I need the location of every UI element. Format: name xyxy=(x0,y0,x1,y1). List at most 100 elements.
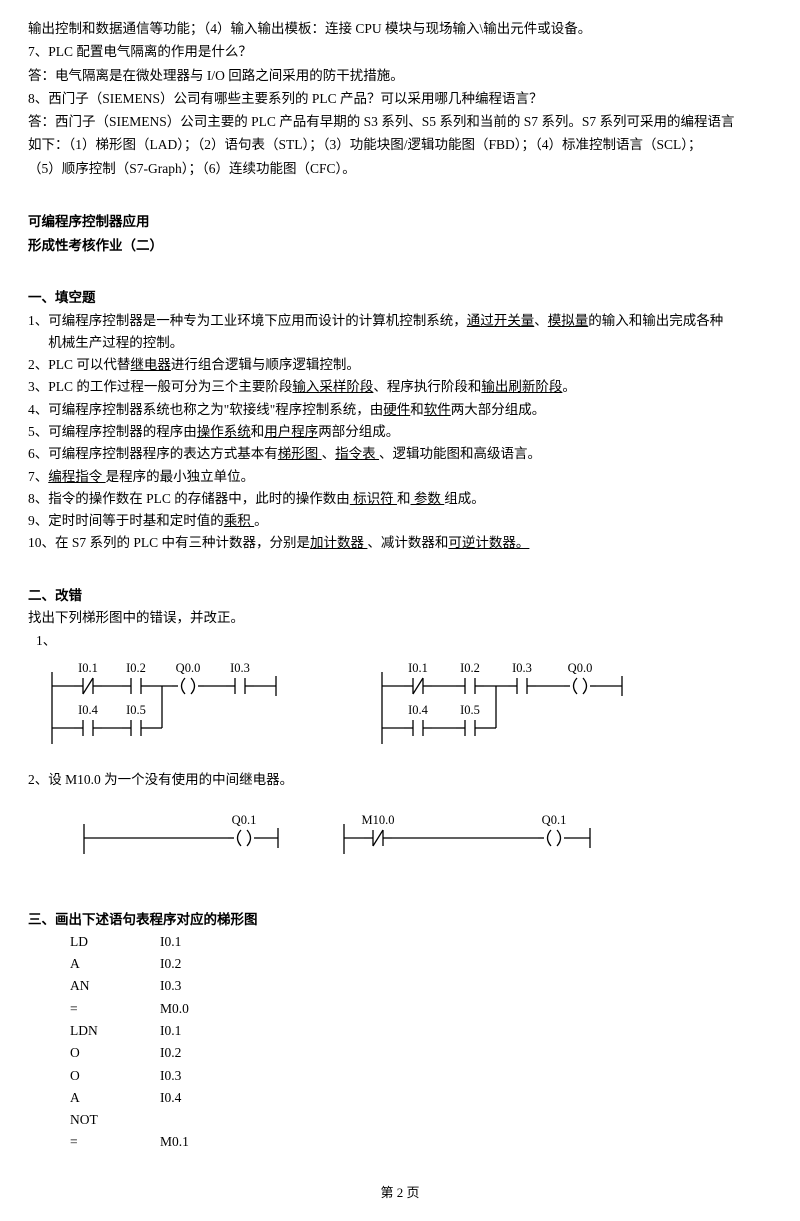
title-1: 可编程序控制器应用 xyxy=(28,211,772,233)
stl-row: =M0.0 xyxy=(70,998,772,1020)
intro-q7: 7、PLC 配置电气隔离的作用是什么？ xyxy=(28,41,772,63)
fill-1b: 机械生产过程的控制。 xyxy=(48,335,183,350)
stl-op: O xyxy=(70,1065,160,1087)
stl-row: OI0.3 xyxy=(70,1065,772,1087)
fill-2-body: PLC 可以代替继电器进行组合逻辑与顺序逻辑控制。 xyxy=(48,354,772,376)
fill-1a-pre: 可编程序控制器是一种专为工业环境下应用而设计的计算机控制系统， xyxy=(48,313,467,328)
ladder-2-left-diagram: Q0.1 xyxy=(78,806,298,861)
fill-3-num: 3、 xyxy=(28,376,48,398)
fill-2-num: 2、 xyxy=(28,354,48,376)
fill-5: 5、 可编程序控制器的程序由操作系统和用户程序两部分组成。 xyxy=(28,421,772,443)
svg-text:I0.3: I0.3 xyxy=(230,661,250,675)
fill-4-body: 可编程序控制器系统也称之为"软接线"程序控制系统，由硬件和软件两大部分组成。 xyxy=(48,399,772,421)
svg-text:Q0.0: Q0.0 xyxy=(568,661,593,675)
fill-8: 8、 指令的操作数在 PLC 的存储器中，此时的操作数由 标识符 和 参数 组成… xyxy=(28,488,772,510)
stl-row: OI0.2 xyxy=(70,1042,772,1064)
stl-row: AI0.4 xyxy=(70,1087,772,1109)
stl-arg: I0.1 xyxy=(160,1020,240,1042)
page-number: 第 2 页 xyxy=(28,1182,772,1203)
svg-text:I0.4: I0.4 xyxy=(78,703,99,717)
svg-text:I0.1: I0.1 xyxy=(408,661,428,675)
intro-a8-2: 如下：（1）梯形图（LAD）；（2）语句表（STL）；（3）功能块图/逻辑功能图… xyxy=(28,134,772,156)
svg-text:I0.3: I0.3 xyxy=(512,661,532,675)
svg-text:Q0.1: Q0.1 xyxy=(542,813,567,827)
stl-arg: I0.2 xyxy=(160,1042,240,1064)
fill-1: 1、 可编程序控制器是一种专为工业环境下应用而设计的计算机控制系统，通过开关量、… xyxy=(28,310,772,355)
fill-3: 3、 PLC 的工作过程一般可分为三个主要阶段输入采样阶段、程序执行阶段和输出刷… xyxy=(28,376,772,398)
correct-2: 2、设 M10.0 为一个没有使用的中间继电器。 xyxy=(28,769,772,791)
stl-row: LDI0.1 xyxy=(70,931,772,953)
section-correct-sub: 找出下列梯形图中的错误，并改正。 xyxy=(28,607,772,629)
stl-row: =M0.1 xyxy=(70,1131,772,1153)
fill-2-pre: PLC 可以代替 xyxy=(48,357,130,372)
fill-1a-u1: 通过开关量 xyxy=(467,313,535,328)
fill-1a-mid: 、 xyxy=(534,313,548,328)
stl-op: O xyxy=(70,1042,160,1064)
fill-3-u2: 输出刷新阶段 xyxy=(481,379,562,394)
fill-10: 10、 在 S7 系列的 PLC 中有三种计数器，分别是加计数器 、减计数器和可… xyxy=(28,532,772,554)
fill-9: 9、 定时时间等于时基和定时值的乘积 。 xyxy=(28,510,772,532)
svg-text:I0.4: I0.4 xyxy=(408,703,429,717)
svg-text:M10.0: M10.0 xyxy=(362,813,395,827)
stl-op: LD xyxy=(70,931,160,953)
intro-a7: 答：电气隔离是在微处理器与 I/O 回路之间采用的防干扰措施。 xyxy=(28,65,772,87)
section-correct: 二、改错 xyxy=(28,585,772,607)
svg-text:Q0.1: Q0.1 xyxy=(232,813,257,827)
fill-3-u1: 输入采样阶段 xyxy=(292,379,373,394)
stl-arg: I0.3 xyxy=(160,1065,240,1087)
svg-text:I0.5: I0.5 xyxy=(126,703,146,717)
fill-1-num: 1、 xyxy=(28,310,48,355)
ladder-2-right-diagram: M10.0 Q0.1 xyxy=(338,806,638,861)
stl-arg: I0.2 xyxy=(160,953,240,975)
stl-op: = xyxy=(70,1131,160,1153)
stl-op: NOT xyxy=(70,1109,160,1131)
stl-arg xyxy=(160,1109,240,1131)
intro-p1: 输出控制和数据通信等功能；（4）输入输出模板：连接 CPU 模块与现场输入\输出… xyxy=(28,18,772,40)
stl-arg: I0.3 xyxy=(160,975,240,997)
fill-1a-u2: 模拟量 xyxy=(548,313,589,328)
svg-text:I0.2: I0.2 xyxy=(460,661,480,675)
title-2: 形成性考核作业（二） xyxy=(28,235,772,257)
ladder-1-left-diagram: I0.1 I0.2 Q0.0 I0.3 I0.4 I0.5 xyxy=(44,656,304,751)
fill-4: 4、 可编程序控制器系统也称之为"软接线"程序控制系统，由硬件和软件两大部分组成… xyxy=(28,399,772,421)
fill-1-body: 可编程序控制器是一种专为工业环境下应用而设计的计算机控制系统，通过开关量、模拟量… xyxy=(48,310,772,355)
stl-row: AI0.2 xyxy=(70,953,772,975)
fill-1a-post: 的输入和输出完成各种 xyxy=(588,313,723,328)
fill-3-mid: 、程序执行阶段和 xyxy=(373,379,481,394)
fill-4-num: 4、 xyxy=(28,399,48,421)
stl-arg: I0.4 xyxy=(160,1087,240,1109)
fill-7: 7、 编程指令 是程序的最小独立单位。 xyxy=(28,466,772,488)
intro-a8-1: 答：西门子（SIEMENS）公司主要的 PLC 产品有早期的 S3 系列、S5 … xyxy=(28,111,772,133)
stl-arg: I0.1 xyxy=(160,931,240,953)
intro-q8: 8、西门子（SIEMENS）公司有哪些主要系列的 PLC 产品？可以采用哪几种编… xyxy=(28,88,772,110)
stl-table: LDI0.1AI0.2ANI0.3=M0.0LDNI0.1OI0.2OI0.3A… xyxy=(70,931,772,1154)
ladder-1-right-diagram: I0.1 I0.2 I0.3 Q0.0 I0.4 I0.5 xyxy=(374,656,674,751)
svg-text:I0.5: I0.5 xyxy=(460,703,480,717)
fill-3-post: 。 xyxy=(562,379,576,394)
ladder-1: I0.1 I0.2 Q0.0 I0.3 I0.4 I0.5 I0.1 I0.2 I0.3 Q0.… xyxy=(28,656,772,751)
fill-3-body: PLC 的工作过程一般可分为三个主要阶段输入采样阶段、程序执行阶段和输出刷新阶段… xyxy=(48,376,772,398)
stl-op: A xyxy=(70,1087,160,1109)
fill-3-pre: PLC 的工作过程一般可分为三个主要阶段 xyxy=(48,379,292,394)
stl-row: LDNI0.1 xyxy=(70,1020,772,1042)
correct-1-num: 1、 xyxy=(28,630,772,652)
stl-op: A xyxy=(70,953,160,975)
fill-6: 6、 可编程序控制器程序的表达方式基本有梯形图 、指令表 、逻辑功能图和高级语言… xyxy=(28,443,772,465)
fill-2: 2、 PLC 可以代替继电器进行组合逻辑与顺序逻辑控制。 xyxy=(28,354,772,376)
stl-op: = xyxy=(70,998,160,1020)
section-stl: 三、画出下述语句表程序对应的梯形图 xyxy=(28,909,772,931)
fill-2-u: 继电器 xyxy=(130,357,171,372)
stl-op: LDN xyxy=(70,1020,160,1042)
stl-arg: M0.1 xyxy=(160,1131,240,1153)
svg-text:I0.2: I0.2 xyxy=(126,661,146,675)
svg-text:Q0.0: Q0.0 xyxy=(176,661,201,675)
fill-2-post: 进行组合逻辑与顺序逻辑控制。 xyxy=(171,357,360,372)
svg-text:I0.1: I0.1 xyxy=(78,661,98,675)
ladder-2: Q0.1 M10.0 Q0.1 xyxy=(28,806,772,861)
stl-row: NOT xyxy=(70,1109,772,1131)
intro-a8-3: （5）顺序控制（S7-Graph）；（6）连续功能图（CFC）。 xyxy=(28,158,772,180)
stl-arg: M0.0 xyxy=(160,998,240,1020)
stl-op: AN xyxy=(70,975,160,997)
stl-row: ANI0.3 xyxy=(70,975,772,997)
section-fill: 一、填空题 xyxy=(28,287,772,309)
